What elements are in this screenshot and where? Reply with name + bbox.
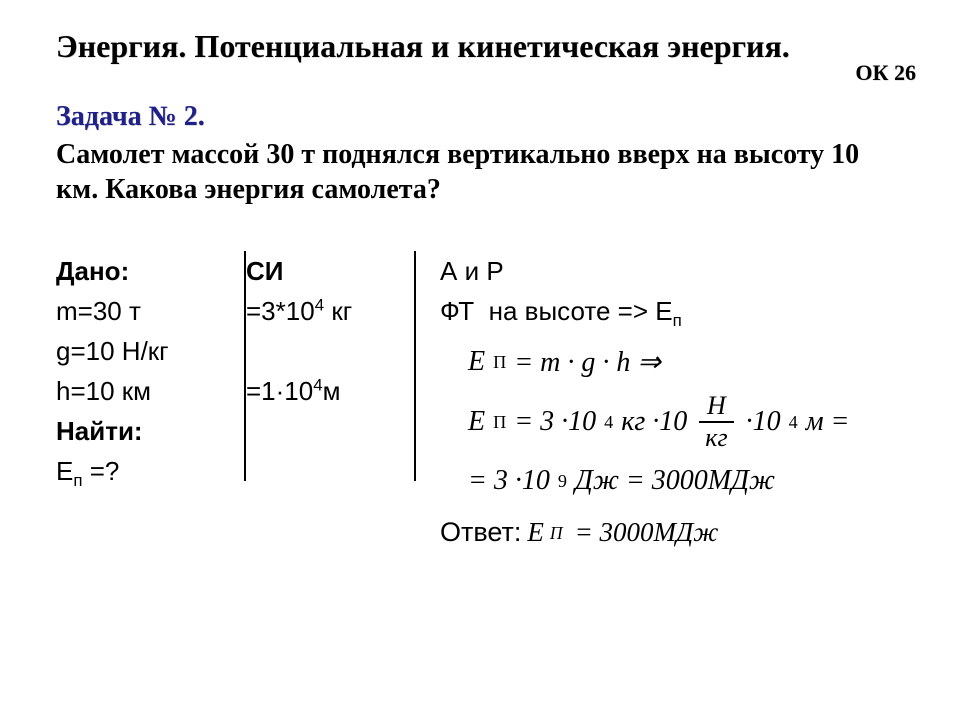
analysis-label: А и Р <box>440 251 902 291</box>
answer-label: Ответ: <box>440 517 521 548</box>
si-blank <box>246 331 396 371</box>
given-m: m=30 т <box>56 291 226 331</box>
task-text: Самолет массой 30 т поднялся вертикально… <box>56 137 876 207</box>
formula: ЕП = m · g · h ⇒ <box>468 345 902 379</box>
find-value: Еп =? <box>56 451 226 491</box>
page: Энергия. Потенциальная и кинетическая эн… <box>0 0 960 720</box>
given-g: g=10 Н/кг <box>56 331 226 371</box>
page-title: Энергия. Потенциальная и кинетическая эн… <box>56 28 920 65</box>
si-header: СИ <box>246 251 396 291</box>
si-h: =1·104м <box>246 371 396 411</box>
solution-column: А и Р ФТ на высоте => Еп ЕП = m · g · h … <box>416 251 920 548</box>
si-column: СИ =3*104 кг =1·104м <box>246 251 414 548</box>
ok-label: ОК 26 <box>855 60 916 86</box>
unit-fraction: Н кг <box>699 393 733 451</box>
find-header: Найти: <box>56 411 226 451</box>
given-header: Дано: <box>56 251 226 291</box>
si-m: =3*104 кг <box>246 291 396 331</box>
task-number: Задача № 2. <box>56 101 920 133</box>
solution-block: Дано: m=30 т g=10 Н/кг h=10 км Найти: Еп… <box>56 251 920 548</box>
calc-line-2: = 3 ·109 Дж = 3000МДж <box>468 465 902 497</box>
given-column: Дано: m=30 т g=10 Н/кг h=10 км Найти: Еп… <box>56 251 244 548</box>
given-h: h=10 км <box>56 371 226 411</box>
answer-row: Ответ: ЕП = 3000МДж <box>440 517 902 548</box>
ft-line: ФТ на высоте => Еп <box>440 291 902 331</box>
calc-line-1: ЕП = 3 ·104 кг ·10 Н кг ·104 м = <box>468 393 902 451</box>
